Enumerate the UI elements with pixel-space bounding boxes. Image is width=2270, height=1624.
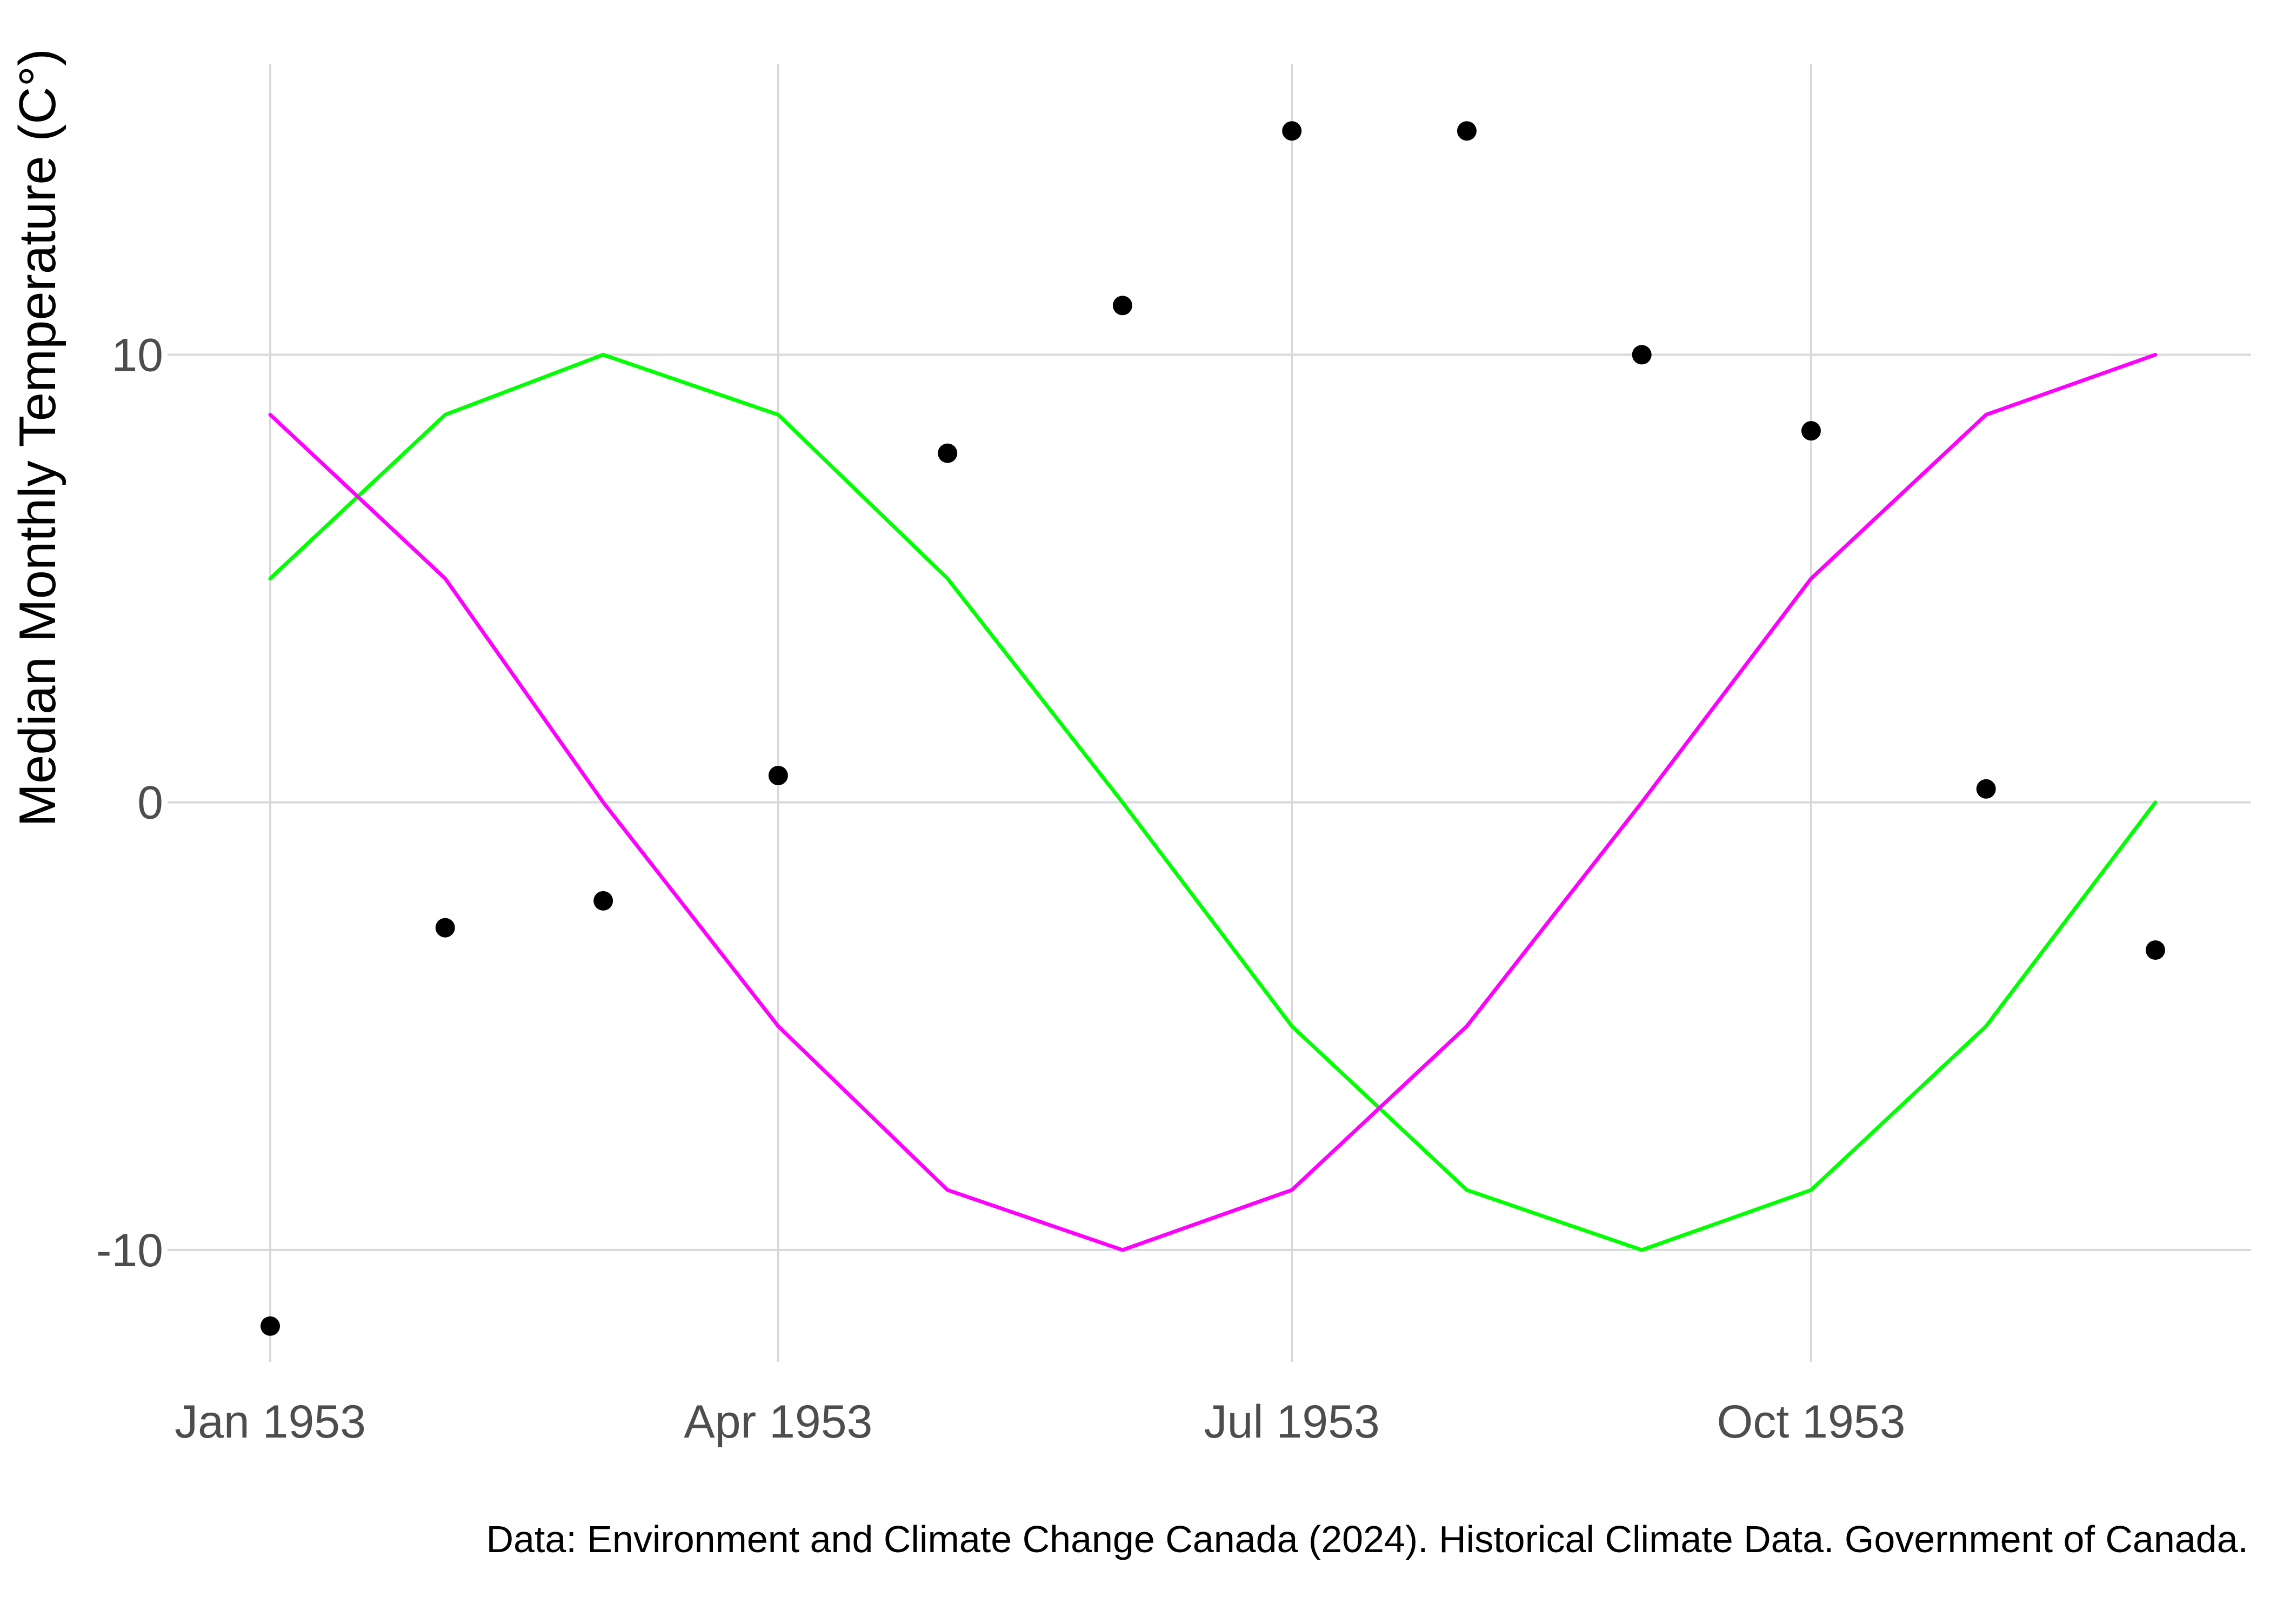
y-tick-label: -10 xyxy=(96,1225,163,1277)
x-tick-label: Oct 1953 xyxy=(1717,1396,1905,1448)
data-point xyxy=(1976,779,1996,799)
data-point xyxy=(435,918,455,938)
x-tick-label: Jul 1953 xyxy=(1204,1396,1380,1448)
data-point xyxy=(2146,940,2165,960)
data-point xyxy=(1282,121,1302,141)
data-point xyxy=(938,443,958,463)
data-point xyxy=(1457,121,1477,141)
x-tick-label: Apr 1953 xyxy=(684,1396,872,1448)
y-tick-label: 0 xyxy=(137,777,163,829)
series-line-2 xyxy=(268,352,2158,1252)
points-layer xyxy=(261,121,2165,1336)
data-point xyxy=(261,1316,280,1336)
data-point xyxy=(1632,345,1652,365)
data-point xyxy=(1801,421,1821,441)
y-axis-title: Median Monthly Temperature (C°) xyxy=(9,49,66,827)
x-tick-label: Jan 1953 xyxy=(175,1396,366,1448)
axes-layer: -10 0 10 Jan 1953 Apr 1953 Jul 1953 Oct 1953 xyxy=(96,329,1906,1448)
y-tick-label: 10 xyxy=(111,329,163,381)
grid xyxy=(168,64,2251,1362)
series-line-1 xyxy=(268,352,2158,1252)
data-point xyxy=(593,891,613,911)
chart-caption: Data: Environment and Climate Change Can… xyxy=(486,1518,2248,1560)
data-point xyxy=(1112,296,1132,316)
series-layer xyxy=(268,352,2158,1252)
data-point xyxy=(768,765,788,785)
